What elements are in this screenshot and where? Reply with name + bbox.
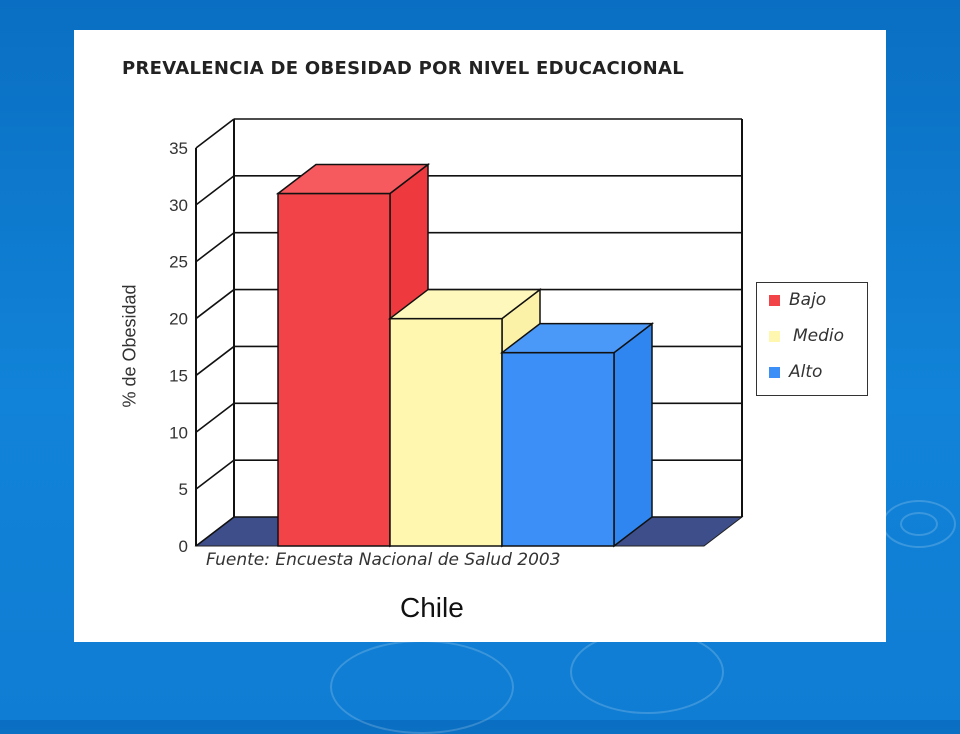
bar-medio xyxy=(389,317,503,547)
y-tick-label: 20 xyxy=(169,310,188,329)
legend-item-alto: Alto xyxy=(769,361,822,383)
bar-top-bajo xyxy=(275,163,431,195)
gridline-side xyxy=(195,516,235,547)
gridline-side xyxy=(195,175,235,206)
chart-subtitle: Chile xyxy=(400,592,464,623)
bar-alto xyxy=(501,351,615,547)
background-ripple xyxy=(900,512,938,536)
gridline-side xyxy=(195,118,235,149)
bar-top-medio xyxy=(387,288,543,320)
y-tick-label: 10 xyxy=(169,423,188,442)
gridline-side xyxy=(195,288,235,320)
legend-item-bajo: Bajo xyxy=(769,289,826,311)
y-tick-label: 5 xyxy=(179,480,188,499)
chart-legend: Bajo Medio Alto xyxy=(756,282,868,396)
legend-swatch-medio xyxy=(769,330,780,342)
legend-swatch-bajo xyxy=(769,294,780,306)
y-tick-label: 35 xyxy=(169,139,188,158)
legend-swatch-alto xyxy=(769,366,780,378)
gridline-side xyxy=(195,345,235,377)
bar-top-alto xyxy=(499,322,655,354)
gridline-side xyxy=(195,459,235,490)
y-tick-label: 30 xyxy=(169,196,188,215)
legend-label-medio: Medio xyxy=(793,326,845,346)
chart-title: PREVALENCIA DE OBESIDAD POR NIVEL EDUCAC… xyxy=(122,58,684,79)
y-tick-label: 15 xyxy=(169,366,188,385)
y-tick-label: 0 xyxy=(179,537,188,556)
gridline-side xyxy=(195,402,235,433)
bar-bajo xyxy=(277,192,391,547)
legend-label-alto: Alto xyxy=(789,362,823,382)
bar-side-alto xyxy=(613,322,653,548)
source-note: Fuente: Encuesta Nacional de Salud 2003 xyxy=(206,550,561,570)
legend-item-medio: Medio xyxy=(769,325,844,347)
legend-label-bajo: Bajo xyxy=(789,290,827,310)
y-tick-label: 25 xyxy=(169,253,188,272)
gridline-side xyxy=(195,232,235,263)
